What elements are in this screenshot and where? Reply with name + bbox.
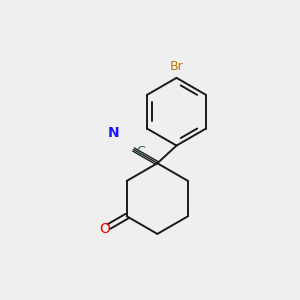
Text: Br: Br [169, 60, 183, 74]
Text: N: N [108, 126, 119, 140]
Text: O: O [99, 222, 110, 236]
Text: C: C [136, 145, 145, 158]
